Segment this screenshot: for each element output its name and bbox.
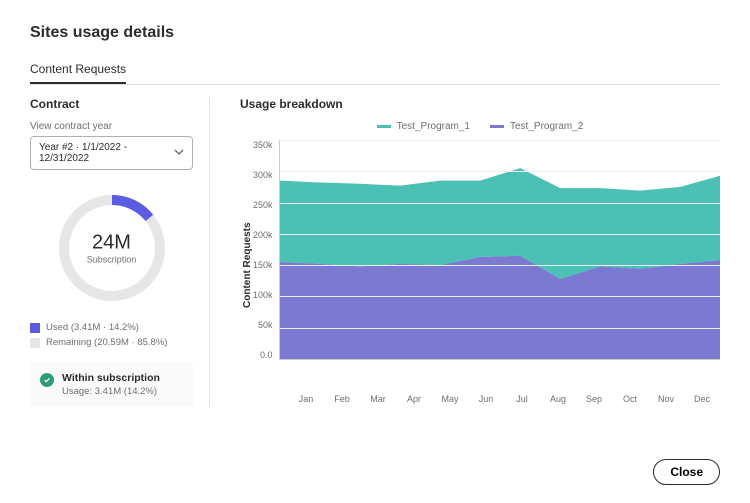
subscription-donut: 24M Subscription [30,188,193,308]
chart-plot [279,140,720,360]
breakdown-panel: Usage breakdown Test_Program_1 Test_Prog… [240,97,720,407]
contract-year-select[interactable]: Year #2 · 1/1/2022 - 12/31/2022 [30,136,193,170]
donut-value: 24M [87,232,137,255]
chevron-down-icon [174,147,184,160]
swatch-series-2 [490,125,504,128]
check-circle-icon [40,373,54,387]
legend-remaining-label: Remaining (20.59M · 85.8%) [46,337,167,348]
contract-heading: Contract [30,97,193,111]
legend-series-1-label: Test_Program_1 [397,121,470,132]
legend-series-2: Test_Program_2 [490,121,583,132]
tab-content-requests[interactable]: Content Requests [30,56,126,84]
y-axis: 350k300k250k200k150k100k50k0.0 [253,140,279,360]
chart-legend: Test_Program_1 Test_Program_2 [240,121,720,132]
swatch-remaining [30,338,40,348]
contract-year-label: View contract year [30,121,193,132]
contract-year-value: Year #2 · 1/1/2022 - 12/31/2022 [39,142,174,164]
x-axis: JanFebMarAprMayJunJulAugSepOctNovDec [288,394,720,404]
contract-panel: Contract View contract year Year #2 · 1/… [30,97,210,407]
close-button[interactable]: Close [653,459,720,485]
status-title: Within subscription [62,372,160,384]
swatch-series-1 [377,125,391,128]
swatch-used [30,323,40,333]
tab-bar: Content Requests [30,56,720,85]
y-axis-title: Content Requests [240,140,253,390]
breakdown-heading: Usage breakdown [240,97,720,111]
legend-used: Used (3.41M · 14.2%) [30,322,193,333]
status-sub: Usage: 3.41M (14.2%) [62,386,160,397]
page-title: Sites usage details [30,24,720,42]
legend-used-label: Used (3.41M · 14.2%) [46,322,139,333]
donut-sub: Subscription [87,255,137,265]
legend-remaining: Remaining (20.59M · 85.8%) [30,337,193,348]
status-box: Within subscription Usage: 3.41M (14.2%) [30,362,193,407]
legend-series-2-label: Test_Program_2 [510,121,583,132]
legend-series-1: Test_Program_1 [377,121,470,132]
chart-area: Content Requests 350k300k250k200k150k100… [240,140,720,390]
